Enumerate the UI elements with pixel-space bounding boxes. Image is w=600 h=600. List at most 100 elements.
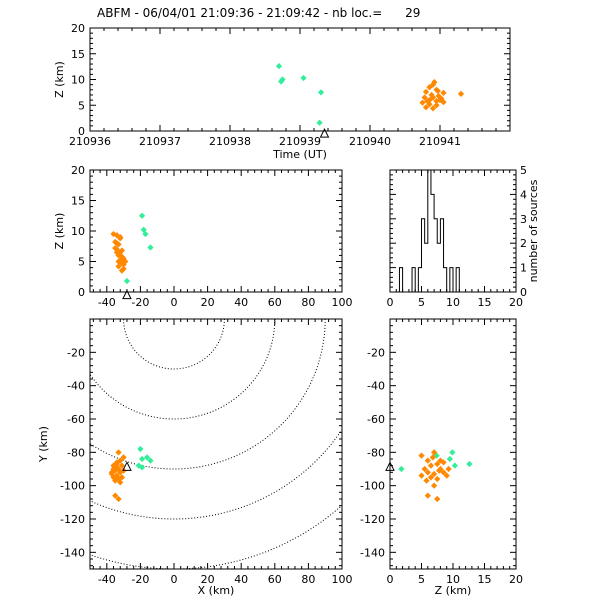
axes-frame: [89, 318, 343, 570]
source-point: [457, 90, 465, 98]
x-tick-label: 5: [418, 296, 425, 309]
x-tick-label: 10: [446, 296, 460, 309]
source-point: [147, 244, 154, 251]
y-tick-label: -100: [60, 480, 85, 493]
x-tick-label: 0: [387, 573, 394, 586]
y-tick-label: 2: [520, 237, 527, 250]
y-axis-label: Y (km): [37, 426, 50, 463]
range-ring: [123, 319, 225, 370]
x-tick-label: 15: [478, 573, 492, 586]
x-tick-label: 10: [446, 573, 460, 586]
source-point: [424, 469, 431, 476]
x-tick-label: 210940: [349, 135, 391, 148]
x-axis-label: Time (UT): [272, 148, 327, 161]
y-tick-label: -120: [60, 513, 85, 526]
x-tick-label: -40: [98, 296, 116, 309]
x-tick-label: 0: [171, 573, 178, 586]
x-tick-label: 15: [478, 296, 492, 309]
station-triangle: [385, 461, 395, 471]
source-point: [422, 88, 430, 95]
y-tick-label: -140: [360, 546, 385, 559]
x-tick-label: 40: [234, 296, 248, 309]
x-tick-label: 100: [332, 573, 353, 586]
source-point: [427, 474, 435, 481]
y-tick-label: 20: [71, 164, 85, 177]
source-point: [446, 455, 453, 463]
y-tick-label: 0: [78, 286, 85, 299]
y-tick-label: -120: [360, 513, 385, 526]
y-tick-label: 20: [71, 22, 85, 35]
chart-x-height: -40 -20 0 20 40 60 80 100 0 5 10 15 20 Z (km): [53, 164, 353, 309]
chart-plan-view: -40 -20 0 20 40 60 80 100 -140 -120 -100 -80 -60 -40 -…: [37, 318, 353, 597]
x-tick-label: 210941: [419, 135, 461, 148]
source-point: [427, 462, 435, 469]
x-tick-label: 5: [418, 573, 425, 586]
y-axis-label: number of sources: [527, 179, 540, 282]
source-point: [138, 455, 146, 463]
y-tick-label: -60: [367, 413, 385, 426]
y-tick-label: 15: [71, 48, 85, 61]
source-point: [275, 62, 283, 70]
x-axis-label: X (km): [198, 584, 235, 597]
source-point: [440, 459, 447, 466]
x-tick-label: 20: [509, 296, 523, 309]
source-point: [434, 460, 441, 468]
source-point: [115, 449, 122, 456]
y-tick-label: 3: [520, 213, 527, 226]
points-layer: [398, 449, 473, 503]
source-point: [430, 482, 438, 489]
range-rings: [90, 319, 342, 569]
y-axis-label: Z (km): [53, 61, 66, 98]
x-tick-label: 210937: [139, 135, 181, 148]
x-tick-label: 20: [509, 573, 523, 586]
x-tick-label: -20: [131, 573, 149, 586]
source-point: [466, 460, 473, 468]
y-tick-label: 10: [71, 225, 85, 238]
station-triangle: [319, 127, 330, 138]
source-point: [418, 472, 425, 479]
source-point: [449, 449, 456, 456]
x-tick-label: -40: [98, 573, 116, 586]
y-tick-label: -100: [360, 480, 385, 493]
chart-time-height: 210936 210937 210938 210939 210940 210941 0 5 10…: [53, 22, 511, 161]
y-tick-label: -40: [67, 380, 85, 393]
x-tick-label: 60: [268, 296, 282, 309]
source-point: [434, 475, 441, 483]
y-tick-label: 4: [520, 188, 527, 201]
source-point: [137, 445, 144, 453]
source-point: [123, 277, 131, 285]
y-tick-label: -60: [67, 413, 85, 426]
x-tick-label: 20: [201, 573, 215, 586]
x-tick-label: 40: [234, 573, 248, 586]
y-tick-label: -80: [67, 446, 85, 459]
x-tick-label: -20: [131, 296, 149, 309]
source-point: [430, 470, 438, 478]
source-point: [398, 465, 405, 473]
page-title: ABFM - 06/04/01 21:09:36 - 21:09:42 - nb…: [97, 6, 420, 20]
source-point: [423, 477, 430, 484]
source-point: [421, 465, 428, 473]
station-triangle: [122, 289, 132, 300]
source-point: [443, 472, 450, 479]
y-axis-label: Z (km): [53, 213, 66, 250]
source-point: [317, 89, 325, 96]
histogram-steps: [390, 169, 516, 293]
x-tick-label: 0: [387, 296, 394, 309]
y-tick-label: 5: [78, 256, 85, 269]
source-point: [138, 212, 146, 219]
source-point: [142, 230, 149, 238]
x-tick-label: 20: [201, 296, 215, 309]
source-point: [424, 457, 431, 464]
y-tick-label: 10: [71, 74, 85, 87]
x-tick-label: 210939: [279, 135, 321, 148]
x-tick-label: 100: [332, 296, 353, 309]
source-point: [445, 465, 452, 473]
station-triangle: [122, 461, 132, 471]
source-point: [113, 240, 120, 247]
points-layer: [108, 445, 154, 503]
source-point: [440, 89, 447, 97]
x-axis-label: Z (km): [435, 584, 472, 597]
y-tick-label: 5: [520, 164, 527, 177]
